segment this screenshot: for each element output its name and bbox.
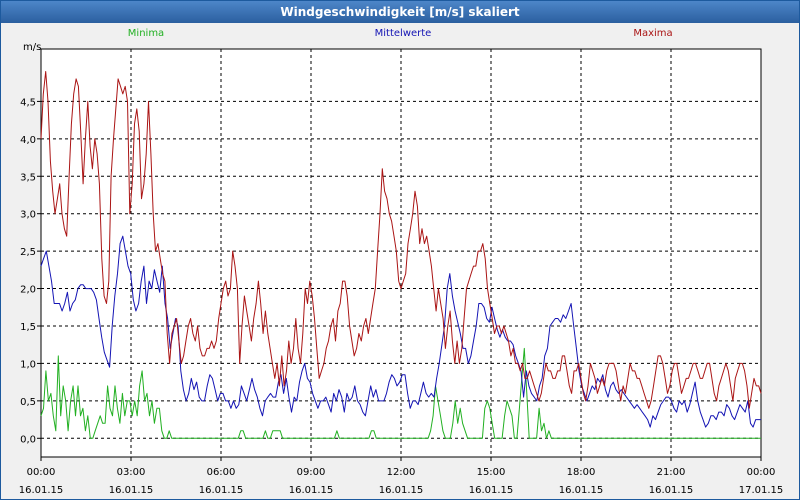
x-tick-time: 03:00 xyxy=(117,467,146,478)
x-tick-date: 17.01.15 xyxy=(739,485,784,496)
x-tick-date: 16.01.15 xyxy=(109,485,154,496)
x-tick-time: 12:00 xyxy=(387,467,416,478)
y-tick-label: 2,5 xyxy=(20,247,36,258)
legend-minima: Minima xyxy=(128,28,164,39)
y-tick-label: 1,5 xyxy=(20,322,36,333)
x-tick-time: 06:00 xyxy=(207,467,236,478)
x-tick-time: 00:00 xyxy=(747,467,776,478)
x-tick-date: 16.01.15 xyxy=(469,485,514,496)
x-tick-date: 16.01.15 xyxy=(19,485,64,496)
y-axis-label: m/s xyxy=(23,42,41,53)
x-tick-date: 16.01.15 xyxy=(379,485,424,496)
legend-mittelwerte: Mittelwerte xyxy=(375,28,432,39)
line-chart: 0,0 0,5 1,0 1,5 2,0 2,5 3,0 3,5 4,0 4,5 00:00 16.0… xyxy=(19,28,784,496)
series-line-mittelwerte xyxy=(40,235,761,428)
y-tick-label: 4,5 xyxy=(20,97,36,108)
y-axis: 0,0 0,5 1,0 1,5 2,0 2,5 3,0 3,5 4,0 4,5 xyxy=(20,97,41,445)
x-tick-time: 00:00 xyxy=(27,467,56,478)
window-title: Windgeschwindigkeit [m/s] skaliert xyxy=(1,1,799,23)
x-tick-time: 21:00 xyxy=(657,467,686,478)
series-line-maxima xyxy=(40,71,762,409)
y-tick-label: 0,0 xyxy=(20,434,36,445)
x-axis: 00:00 16.01.15 03:00 16.01.15 06:00 16.01.15 0… xyxy=(19,457,784,496)
series-lines xyxy=(40,71,762,439)
y-tick-label: 4,0 xyxy=(20,135,36,146)
legend-maxima: Maxima xyxy=(633,28,672,39)
y-tick-label: 3,5 xyxy=(20,172,36,183)
legend: Minima Mittelwerte Maxima xyxy=(128,28,673,39)
series-line-minima xyxy=(40,347,761,439)
y-tick-label: 1,0 xyxy=(20,359,36,370)
y-tick-label: 0,5 xyxy=(20,397,36,408)
x-tick-time: 09:00 xyxy=(297,467,326,478)
x-tick-date: 16.01.15 xyxy=(649,485,694,496)
x-tick-date: 16.01.15 xyxy=(559,485,604,496)
x-tick-time: 18:00 xyxy=(567,467,596,478)
y-tick-label: 2,0 xyxy=(20,285,36,296)
x-tick-date: 16.01.15 xyxy=(289,485,334,496)
x-tick-time: 15:00 xyxy=(477,467,506,478)
x-tick-date: 16.01.15 xyxy=(199,485,244,496)
y-tick-label: 3,0 xyxy=(20,210,36,221)
